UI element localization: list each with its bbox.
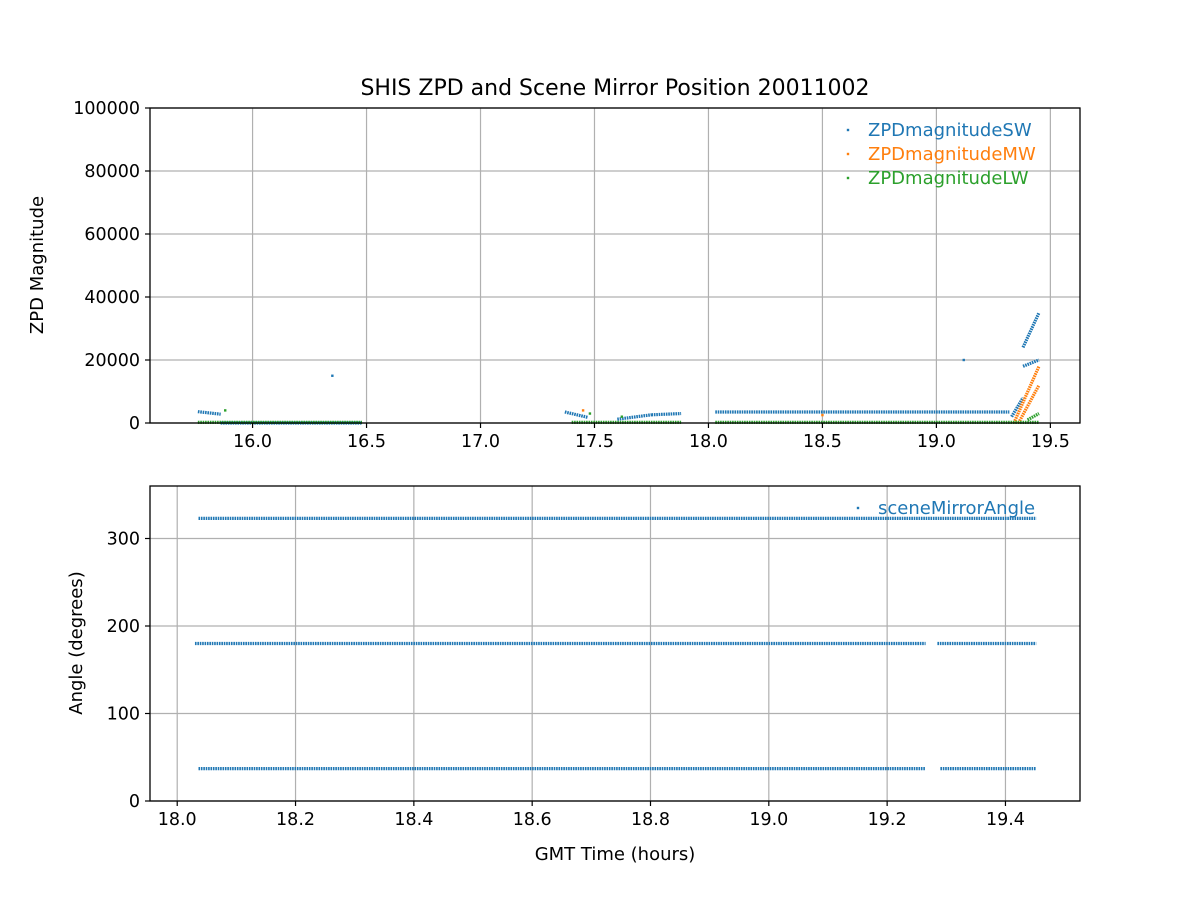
zpd-legend: ZPDmagnitudeSW ZPDmagnitudeMW ZPDmagnitude…: [846, 120, 1036, 189]
zpd-x-tick-label: 19.5: [1031, 432, 1070, 452]
legend-label-sceneMirrorAngle: sceneMirrorAngle: [878, 498, 1035, 519]
angle-legend: sceneMirrorAngle: [856, 498, 1035, 519]
zpd-x-tick-label: 19.0: [917, 432, 956, 452]
angle-y-tick-label: 0: [129, 792, 140, 812]
angle-axes-frame: [149, 485, 1081, 802]
chart-title: SHIS ZPD and Scene Mirror Position 20011…: [360, 76, 869, 101]
ZPDmagnitudeLW-point-run: [1026, 412, 1040, 422]
ZPDmagnitudeSW-point-run: [564, 410, 589, 419]
angle-y-tick-label: 100: [107, 705, 140, 725]
angle-x-tick-label: 19.0: [749, 810, 788, 830]
ZPDmagnitudeSW-point-run: [1010, 396, 1025, 418]
zpd-y-tick-label: 0: [129, 414, 140, 434]
zpd-axes-frame: [149, 107, 1081, 424]
series-ZPDmagnitudeMW: [581, 365, 1041, 424]
legend-marker-ZPDmagnitudeLW: [846, 176, 850, 180]
series-ZPDmagnitudeSW: [197, 312, 1041, 425]
zpd-x-tick-label: 17.0: [461, 432, 500, 452]
angle-x-tick-label: 19.4: [986, 810, 1025, 830]
zpd-x-tick-label: 18.0: [689, 432, 728, 452]
angle-x-tick-label: 19.2: [868, 810, 907, 830]
ZPDmagnitudeMW-point: [581, 409, 585, 412]
ZPDmagnitudeSW-point-run: [1022, 358, 1040, 368]
legend-label-ZPDmagnitudeLW: ZPDmagnitudeLW: [868, 168, 1029, 189]
ZPDmagnitudeLW-point: [588, 412, 592, 415]
mirror-angle-panel: 18.0 18.2 18.4 18.6 18.8 19.0 19.2 19.4 0 100 200 3…: [66, 485, 1081, 865]
series-sceneMirrorAngle: [194, 516, 1037, 771]
ZPDmagnitudeSW-point: [962, 358, 965, 362]
angle-x-tick-label: 18.0: [158, 810, 197, 830]
ZPDmagnitudeSW-point: [331, 374, 334, 377]
angle-x-tick-label: 18.4: [394, 810, 433, 830]
legend-marker-sceneMirrorAngle: [856, 506, 860, 510]
zpd-panel: 16.0 16.5 17.0 17.5 18.0 18.5 19.0 19.5 0 20000 40…: [27, 99, 1081, 452]
zpd-y-tick-label: 100000: [73, 99, 140, 119]
zpd-x-tick-label: 18.5: [803, 432, 842, 452]
ZPDmagnitudeMW-point: [821, 413, 824, 417]
ZPDmagnitudeSW-point-run: [197, 410, 221, 416]
zpd-x-tick-label: 17.5: [575, 432, 614, 452]
zpd-x-tick-label: 16.5: [347, 432, 386, 452]
ZPDmagnitudeLW-point: [620, 415, 624, 418]
legend-label-ZPDmagnitudeMW: ZPDmagnitudeMW: [868, 144, 1036, 165]
legend-marker-ZPDmagnitudeMW: [846, 152, 850, 156]
angle-x-tick-label: 18.8: [631, 810, 670, 830]
zpd-y-tick-label: 40000: [84, 288, 140, 308]
ZPDmagnitudeLW-point: [224, 409, 227, 412]
legend-label-ZPDmagnitudeSW: ZPDmagnitudeSW: [868, 120, 1032, 141]
zpd-x-tick-label: 16.0: [233, 432, 272, 452]
angle-x-tick-label: 18.6: [513, 810, 552, 830]
ZPDmagnitudeMW-point-run: [1012, 365, 1041, 424]
x-axis-label: GMT Time (hours): [535, 844, 696, 865]
ZPDmagnitudeSW-point-run: [651, 411, 682, 417]
angle-x-tick-label: 18.2: [276, 810, 315, 830]
legend-marker-ZPDmagnitudeSW: [846, 128, 850, 132]
zpd-y-axis-label: ZPD Magnitude: [27, 196, 48, 334]
zpd-y-tick-label: 80000: [84, 162, 140, 182]
angle-y-axis-label: Angle (degrees): [66, 571, 87, 714]
zpd-y-tick-label: 60000: [84, 225, 140, 245]
ZPDmagnitudeSW-point-run: [617, 413, 652, 421]
angle-y-tick-label: 200: [107, 617, 140, 637]
ZPDmagnitudeSW-point-run: [1021, 312, 1041, 349]
angle-y-tick-label: 300: [107, 530, 140, 550]
zpd-y-tick-label: 20000: [84, 351, 140, 371]
